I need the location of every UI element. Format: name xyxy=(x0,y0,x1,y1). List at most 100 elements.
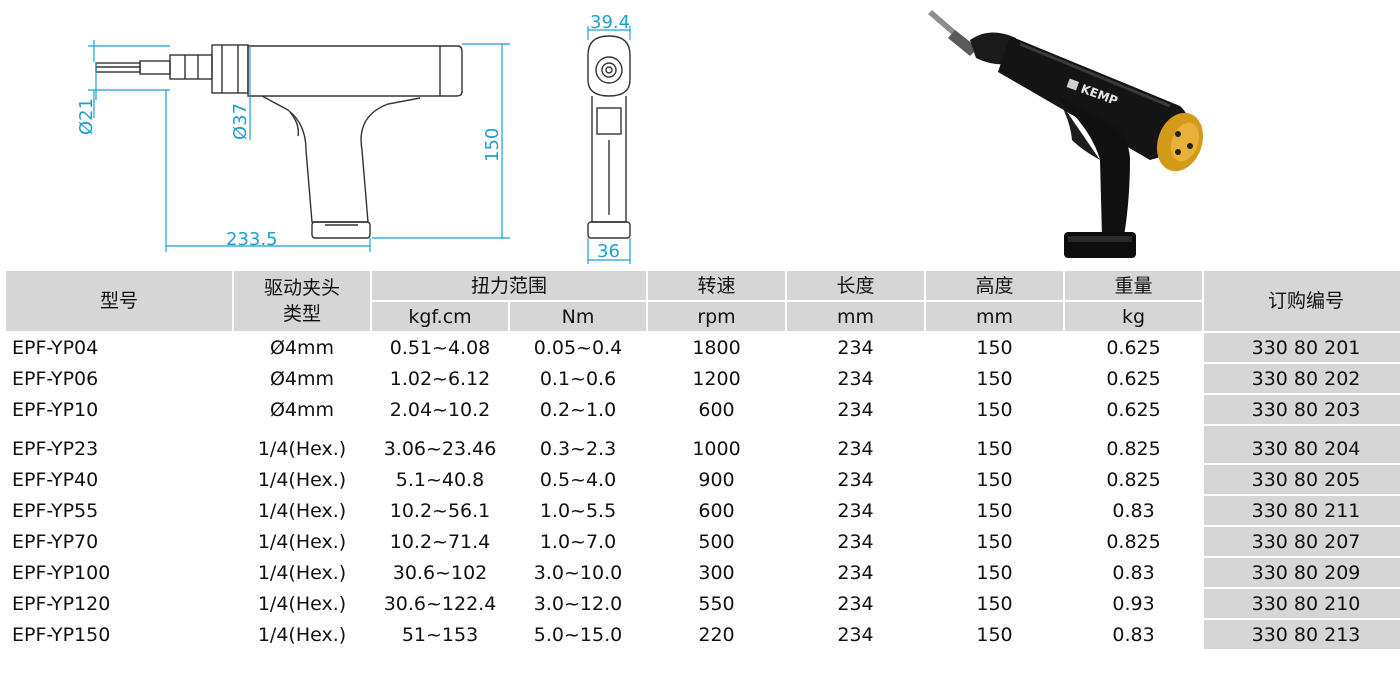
row-torque-kgf: 10.2~71.4 xyxy=(372,527,508,556)
row-speed: 900 xyxy=(648,465,786,494)
table-row: EPF-YP150 1/4(Hex.) 51~153 5.0~15.0 220 234 15… xyxy=(6,620,1400,649)
row-torque-nm: 0.2~1.0 xyxy=(510,395,647,424)
row-torque-kgf: 0.51~4.08 xyxy=(372,333,508,362)
row-torque-nm: 1.0~5.5 xyxy=(510,496,647,525)
row-order-number: 330 80 210 xyxy=(1204,589,1400,618)
row-chuck-type: 1/4(Hex.) xyxy=(234,558,370,587)
unit-weight: kg xyxy=(1065,302,1203,331)
header-weight: 重量 xyxy=(1065,271,1203,300)
row-model: EPF-YP40 xyxy=(6,465,232,494)
row-height: 150 xyxy=(926,426,1064,463)
row-order-number: 330 80 205 xyxy=(1204,465,1400,494)
row-torque-nm: 3.0~12.0 xyxy=(510,589,647,618)
row-weight: 0.83 xyxy=(1065,496,1203,525)
unit-speed: rpm xyxy=(648,302,786,331)
row-length: 234 xyxy=(787,558,925,587)
table-row: EPF-YP06 Ø4mm 1.02~6.12 0.1~0.6 1200 234 150 0.… xyxy=(6,364,1400,393)
row-height: 150 xyxy=(926,333,1064,362)
row-height: 150 xyxy=(926,496,1064,525)
row-height: 150 xyxy=(926,527,1064,556)
row-order-number: 330 80 203 xyxy=(1204,395,1400,424)
row-weight: 0.83 xyxy=(1065,620,1203,649)
row-torque-nm: 0.3~2.3 xyxy=(510,426,647,463)
table-row: EPF-YP04 Ø4mm 0.51~4.08 0.05~0.4 1800 234 150 0… xyxy=(6,333,1400,362)
table-row: EPF-YP40 1/4(Hex.) 5.1~40.8 0.5~4.0 900 234 15… xyxy=(6,465,1400,494)
row-chuck-type: 1/4(Hex.) xyxy=(234,589,370,618)
row-torque-nm: 0.1~0.6 xyxy=(510,364,647,393)
table-row: EPF-YP100 1/4(Hex.) 30.6~102 3.0~10.0 300 234… xyxy=(6,558,1400,587)
header-model: 型号 xyxy=(6,271,232,331)
row-length: 234 xyxy=(787,395,925,424)
row-speed: 550 xyxy=(648,589,786,618)
product-photo: KEMP xyxy=(928,10,1204,258)
front-view-dimensions xyxy=(587,26,631,264)
row-speed: 600 xyxy=(648,395,786,424)
row-chuck-type: Ø4mm xyxy=(234,395,370,424)
row-model: EPF-YP55 xyxy=(6,496,232,525)
front-view-drawing xyxy=(587,35,631,239)
row-height: 150 xyxy=(926,589,1064,618)
row-torque-nm: 5.0~15.0 xyxy=(510,620,647,649)
row-weight: 0.93 xyxy=(1065,589,1203,618)
row-order-number: 330 80 213 xyxy=(1204,620,1400,649)
row-height: 150 xyxy=(926,620,1064,649)
row-torque-nm: 0.5~4.0 xyxy=(510,465,647,494)
unit-length: mm xyxy=(787,302,925,331)
unit-height: mm xyxy=(926,302,1064,331)
row-torque-kgf: 10.2~56.1 xyxy=(372,496,508,525)
header-chuck-type: 驱动夹头 类型 xyxy=(234,271,370,331)
row-torque-nm: 0.05~0.4 xyxy=(510,333,647,362)
row-chuck-type: Ø4mm xyxy=(234,333,370,362)
row-torque-kgf: 1.02~6.12 xyxy=(372,364,508,393)
row-length: 234 xyxy=(787,620,925,649)
row-length: 234 xyxy=(787,527,925,556)
row-model: EPF-YP10 xyxy=(6,395,232,424)
spec-table-body: EPF-YP04 Ø4mm 0.51~4.08 0.05~0.4 1800 234 150 0… xyxy=(6,333,1400,649)
row-weight: 0.83 xyxy=(1065,558,1203,587)
dimension-label-d21: Ø21 xyxy=(76,98,97,135)
row-weight: 0.825 xyxy=(1065,527,1203,556)
header-height: 高度 xyxy=(926,271,1064,300)
row-order-number: 330 80 211 xyxy=(1204,496,1400,525)
row-speed: 1800 xyxy=(648,333,786,362)
row-chuck-type: 1/4(Hex.) xyxy=(234,620,370,649)
table-row: EPF-YP10 Ø4mm 2.04~10.2 0.2~1.0 600 234 150 0.6… xyxy=(6,395,1400,424)
row-speed: 1000 xyxy=(648,426,786,463)
unit-torque-kgf: kgf.cm xyxy=(372,302,508,331)
row-height: 150 xyxy=(926,364,1064,393)
row-length: 234 xyxy=(787,426,925,463)
row-speed: 1200 xyxy=(648,364,786,393)
row-model: EPF-YP06 xyxy=(6,364,232,393)
row-model: EPF-YP04 xyxy=(6,333,232,362)
dimension-label-width-39-4: 39.4 xyxy=(590,12,630,33)
row-weight: 0.625 xyxy=(1065,333,1203,362)
row-chuck-type: Ø4mm xyxy=(234,364,370,393)
row-height: 150 xyxy=(926,558,1064,587)
row-length: 234 xyxy=(787,589,925,618)
row-model: EPF-YP150 xyxy=(6,620,232,649)
row-order-number: 330 80 209 xyxy=(1204,558,1400,587)
dimension-label-d37: Ø37 xyxy=(230,103,251,140)
header-length: 长度 xyxy=(787,271,925,300)
header-chuck-type-label: 驱动夹头 类型 xyxy=(263,277,340,325)
row-chuck-type: 1/4(Hex.) xyxy=(234,426,370,463)
row-weight: 0.825 xyxy=(1065,465,1203,494)
table-row: EPF-YP120 1/4(Hex.) 30.6~122.4 3.0~12.0 550 2… xyxy=(6,589,1400,618)
header-torque-range: 扭力范围 xyxy=(372,271,647,300)
product-drawings: Ø21 Ø37 150 233.5 39.4 36 xyxy=(76,10,1204,264)
header-order-number: 订购编号 xyxy=(1204,271,1400,331)
row-model: EPF-YP100 xyxy=(6,558,232,587)
units-row: kgf.cm Nm rpm mm mm kg xyxy=(6,302,1400,331)
row-model: EPF-YP70 xyxy=(6,527,232,556)
row-chuck-type: 1/4(Hex.) xyxy=(234,527,370,556)
header-row: 型号 驱动夹头 类型 扭力范围 转速 长度 高度 重量 订购编号 xyxy=(6,271,1400,331)
row-torque-kgf: 5.1~40.8 xyxy=(372,465,508,494)
row-speed: 500 xyxy=(648,527,786,556)
row-torque-kgf: 30.6~102 xyxy=(372,558,508,587)
row-model: EPF-YP23 xyxy=(6,426,232,463)
row-model: EPF-YP120 xyxy=(6,589,232,618)
row-torque-kgf: 51~153 xyxy=(372,620,508,649)
row-length: 234 xyxy=(787,364,925,393)
side-view-drawing xyxy=(95,44,463,239)
table-row: EPF-YP55 1/4(Hex.) 10.2~56.1 1.0~5.5 600 234 1… xyxy=(6,496,1400,525)
